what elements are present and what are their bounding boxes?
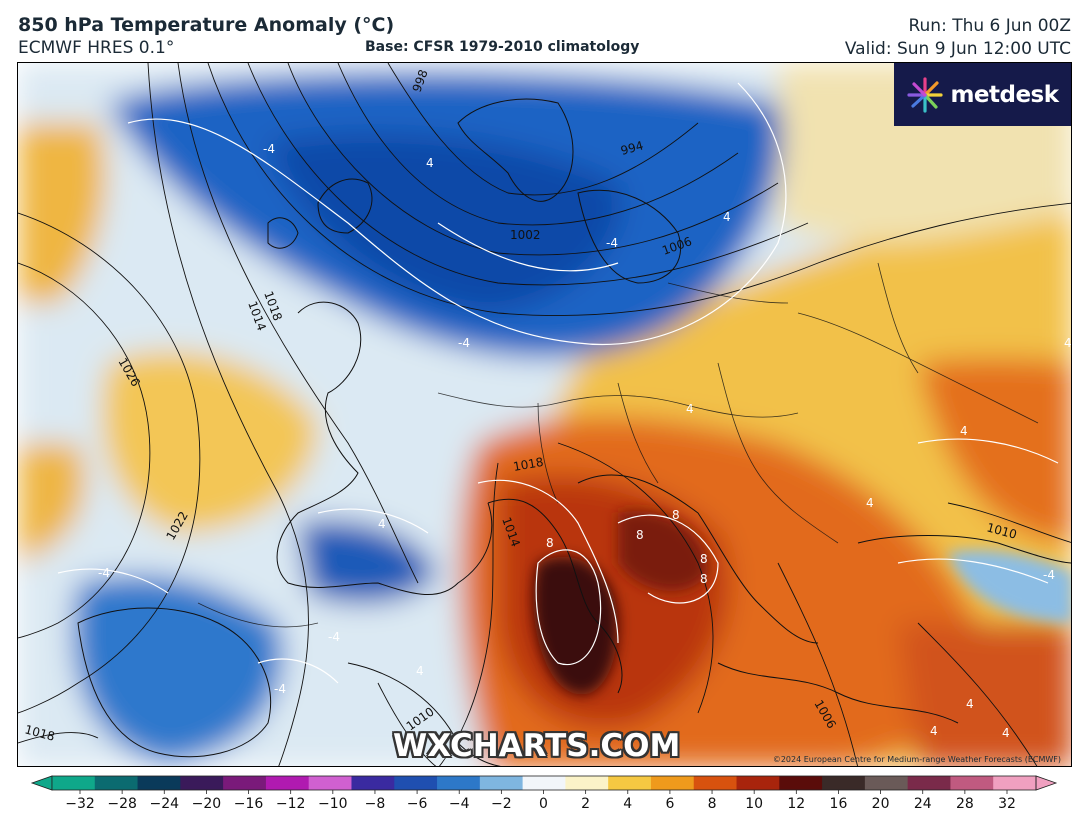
colorbar-segment — [137, 776, 181, 790]
metdesk-logo: metdesk — [894, 63, 1071, 126]
colorbar-segment — [693, 776, 738, 790]
anomaly-label: 8 — [636, 528, 644, 542]
anomaly-label: -4 — [263, 142, 275, 156]
colorbar-segment — [565, 776, 609, 790]
colorbar-segment — [351, 776, 395, 790]
colorbar-tick-label: 12 — [787, 796, 805, 812]
anomaly-label: 4 — [1002, 726, 1010, 740]
coastlines — [77, 98, 1071, 766]
colorbar-tick-label: −32 — [65, 796, 95, 812]
run-time-label: Run: Thu 6 Jun 00Z — [908, 16, 1071, 36]
colorbar-max-arrow — [1035, 775, 1058, 791]
colorbar-segment — [265, 776, 310, 790]
anomaly-contours — [57, 82, 1059, 684]
metdesk-logo-text: metdesk — [950, 81, 1059, 108]
colorbar-tick-label: −2 — [491, 796, 512, 812]
colorbar-segment — [993, 776, 1037, 790]
anomaly-label: 4 — [930, 724, 938, 738]
colorbar-tick-label: 4 — [623, 796, 632, 812]
colorbar-tick-label: −16 — [234, 796, 264, 812]
model-label: ECMWF HRES 0.1° — [18, 38, 175, 58]
colorbar-segment — [223, 776, 267, 790]
colorbar-tick-label: −24 — [149, 796, 179, 812]
isobar-label: 994 — [619, 138, 645, 157]
colorbar-segment — [608, 776, 652, 790]
colorbar-tick-label: −8 — [365, 796, 386, 812]
colorbar-tick-label: 20 — [872, 796, 890, 812]
colorbar-segment — [437, 776, 481, 790]
colorbar-segment — [864, 776, 909, 790]
anomaly-label: 4 — [866, 496, 874, 510]
colorbar-segment — [950, 776, 994, 790]
anomaly-label: 4 — [966, 697, 974, 711]
colorbar-segment — [736, 776, 780, 790]
colorbar-tick-label: −4 — [449, 796, 470, 812]
anomaly-label: -4 — [274, 682, 286, 696]
anomaly-label: 8 — [700, 572, 708, 586]
anomaly-label: 4 — [378, 517, 386, 531]
isobar-label: 1018 — [512, 455, 545, 474]
colorbar-tick-label: −10 — [318, 796, 348, 812]
anomaly-label: 4 — [1064, 336, 1072, 350]
map-canvas: 998 994 1002 1006 1014 1018 1026 1022 10… — [18, 63, 1072, 766]
anomaly-label: -4 — [606, 236, 618, 250]
anomaly-label: -4 — [98, 566, 110, 580]
anomaly-label: 4 — [416, 664, 424, 678]
colorbar-segment — [308, 776, 352, 790]
country-borders — [197, 262, 1039, 628]
anomaly-labels: -4 4 -4 4 -4 -4 4 4 8 8 8 8 8 -4 -4 4 4 … — [98, 142, 1072, 740]
wxcharts-watermark: WXCHARTS.COM — [393, 728, 681, 764]
colorbar-tick-label: 8 — [708, 796, 717, 812]
copyright-note: ©2024 European Centre for Medium-range W… — [772, 755, 1061, 764]
colorbar-segment — [907, 776, 951, 790]
anomaly-label: 4 — [723, 210, 731, 224]
anomaly-label: 4 — [426, 156, 434, 170]
chart-title: 850 hPa Temperature Anomaly (°C) — [18, 14, 395, 36]
colorbar-tick-label: −20 — [192, 796, 222, 812]
valid-time-label: Valid: Sun 9 Jun 12:00 UTC — [844, 39, 1071, 59]
colorbar-tick-label: 2 — [581, 796, 590, 812]
colorbar-segment — [779, 776, 823, 790]
colorbar-tick-label: 16 — [830, 796, 848, 812]
anomaly-label: -4 — [328, 630, 340, 644]
colorbar-tick-label: 32 — [998, 796, 1016, 812]
colorbar-segment — [52, 776, 96, 790]
colorbar-tick-label: 6 — [665, 796, 674, 812]
colorbar-tick-label: 24 — [914, 796, 932, 812]
isobar-label: 1002 — [510, 228, 541, 242]
colorbar-segment — [94, 776, 139, 790]
colorbar-tick-label: 0 — [539, 796, 548, 812]
anomaly-label: -4 — [458, 336, 470, 350]
anomaly-label: 8 — [700, 552, 708, 566]
anomaly-field — [18, 63, 1071, 766]
anomaly-label: 8 — [546, 536, 554, 550]
colorbar-segment — [822, 776, 866, 790]
colorbar-frame — [51, 775, 1037, 791]
isobars — [18, 63, 1071, 766]
anomaly-label: -4 — [1043, 568, 1055, 582]
colorbar-tick-label: −28 — [107, 796, 137, 812]
colorbar-min-arrow — [30, 775, 53, 791]
anomaly-label: 4 — [686, 402, 694, 416]
colorbar-segment — [394, 776, 438, 790]
anomaly-map[interactable]: 998 994 1002 1006 1014 1018 1026 1022 10… — [17, 62, 1072, 767]
colorbar-tick-label: 28 — [956, 796, 974, 812]
anomaly-label: 4 — [960, 424, 968, 438]
metdesk-starburst-icon — [907, 76, 944, 113]
colorbar-tick-label: −12 — [276, 796, 306, 812]
colorbar-segment — [522, 776, 566, 790]
colorbar-segment — [180, 776, 224, 790]
colorbar-tick-label: 10 — [745, 796, 763, 812]
colorbar-segment — [650, 776, 695, 790]
colorbar-tick-label: −6 — [407, 796, 428, 812]
anomaly-label: 8 — [672, 508, 680, 522]
climatology-base-label: Base: CFSR 1979-2010 climatology — [365, 39, 640, 55]
color-bar: −32 −28 −24 −20 −16 −12 −10 −8 −6 −4 −2 0 2 4 6 8 10 12 16… — [30, 775, 1058, 812]
colorbar-segment — [479, 776, 524, 790]
